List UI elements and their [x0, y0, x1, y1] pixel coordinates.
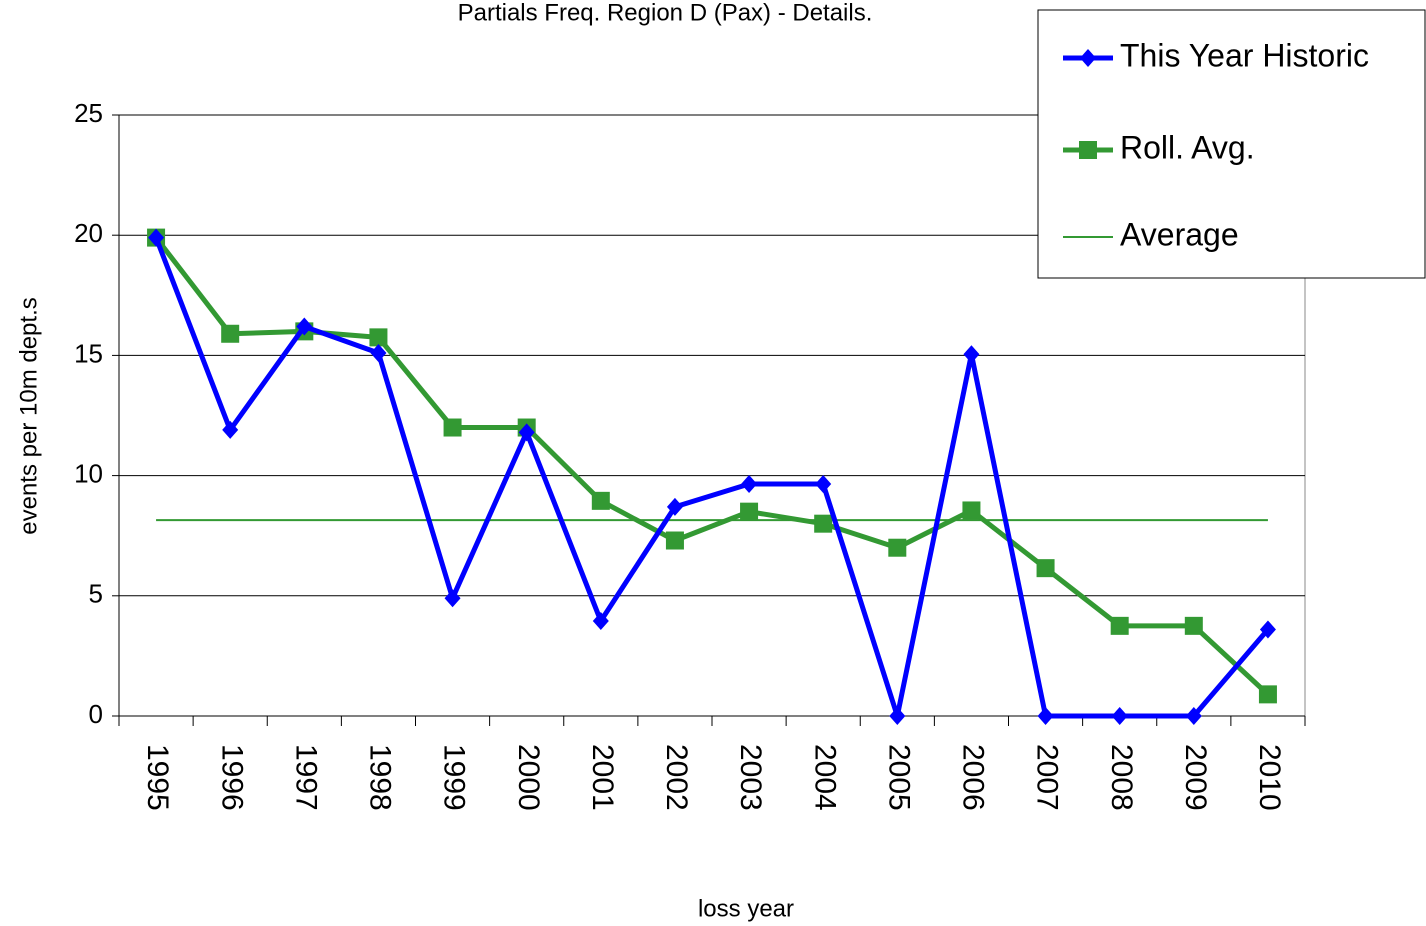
- point: [1037, 707, 1054, 725]
- x-tick-label: 1996: [215, 744, 248, 811]
- x-axis-label: loss year: [698, 895, 794, 922]
- point: [1258, 685, 1277, 704]
- x-tick-label: 2003: [734, 744, 767, 811]
- point: [889, 707, 906, 725]
- x-tick-label: 1998: [364, 744, 397, 811]
- chart-title: Partials Freq. Region D (Pax) - Details.: [458, 0, 873, 26]
- legend-marker: [1079, 141, 1097, 159]
- x-tick-label: 2008: [1105, 744, 1138, 811]
- x-tick-label: 2000: [512, 744, 545, 811]
- y-tick-label: 20: [74, 218, 103, 248]
- point: [962, 501, 981, 520]
- point: [369, 328, 388, 347]
- legend: [1037, 9, 1426, 279]
- point: [296, 317, 313, 336]
- point: [221, 324, 240, 343]
- point: [592, 612, 609, 631]
- point: [665, 531, 684, 550]
- legend-label: Roll. Avg.: [1120, 129, 1255, 165]
- point: [815, 475, 832, 494]
- point: [1185, 707, 1202, 725]
- point: [740, 502, 759, 521]
- point: [222, 420, 239, 439]
- x-tick-label: 1999: [438, 744, 471, 811]
- y-tick-label: 25: [74, 98, 103, 128]
- point: [814, 514, 833, 533]
- x-tick-label: 1995: [141, 744, 174, 811]
- point: [148, 228, 165, 247]
- point: [443, 418, 462, 437]
- point: [963, 345, 980, 364]
- x-tick-label: 2004: [808, 744, 841, 811]
- legend-marker: [1080, 49, 1096, 67]
- y-tick-label: 5: [89, 579, 103, 609]
- y-axis-label: events per 10m dept.s: [15, 297, 42, 534]
- point: [518, 423, 535, 442]
- y-tick-label: 0: [89, 699, 103, 729]
- point: [1110, 616, 1129, 635]
- x-tick-label: 2009: [1179, 744, 1212, 811]
- legend-label: This Year Historic: [1120, 37, 1369, 73]
- x-tick-label: 2006: [957, 744, 990, 811]
- point: [1111, 707, 1128, 725]
- x-tick-label: 2002: [660, 744, 693, 811]
- point: [1036, 559, 1055, 578]
- x-tick-label: 2001: [586, 744, 619, 811]
- point: [444, 589, 461, 608]
- point: [666, 497, 683, 516]
- x-tick-label: 1997: [289, 744, 322, 811]
- y-tick-label: 10: [74, 458, 103, 488]
- point: [1184, 616, 1203, 635]
- x-tick-label: 2010: [1253, 744, 1286, 811]
- point: [888, 538, 907, 557]
- legend-label: Average: [1120, 216, 1239, 252]
- x-tick-label: 2007: [1031, 744, 1064, 811]
- point: [1259, 620, 1276, 639]
- point: [741, 475, 758, 494]
- point: [370, 343, 387, 362]
- series-line: [153, 236, 1270, 719]
- y-tick-label: 15: [74, 338, 103, 368]
- point: [591, 491, 610, 510]
- x-tick-label: 2005: [882, 744, 915, 811]
- series-line: [154, 236, 1270, 697]
